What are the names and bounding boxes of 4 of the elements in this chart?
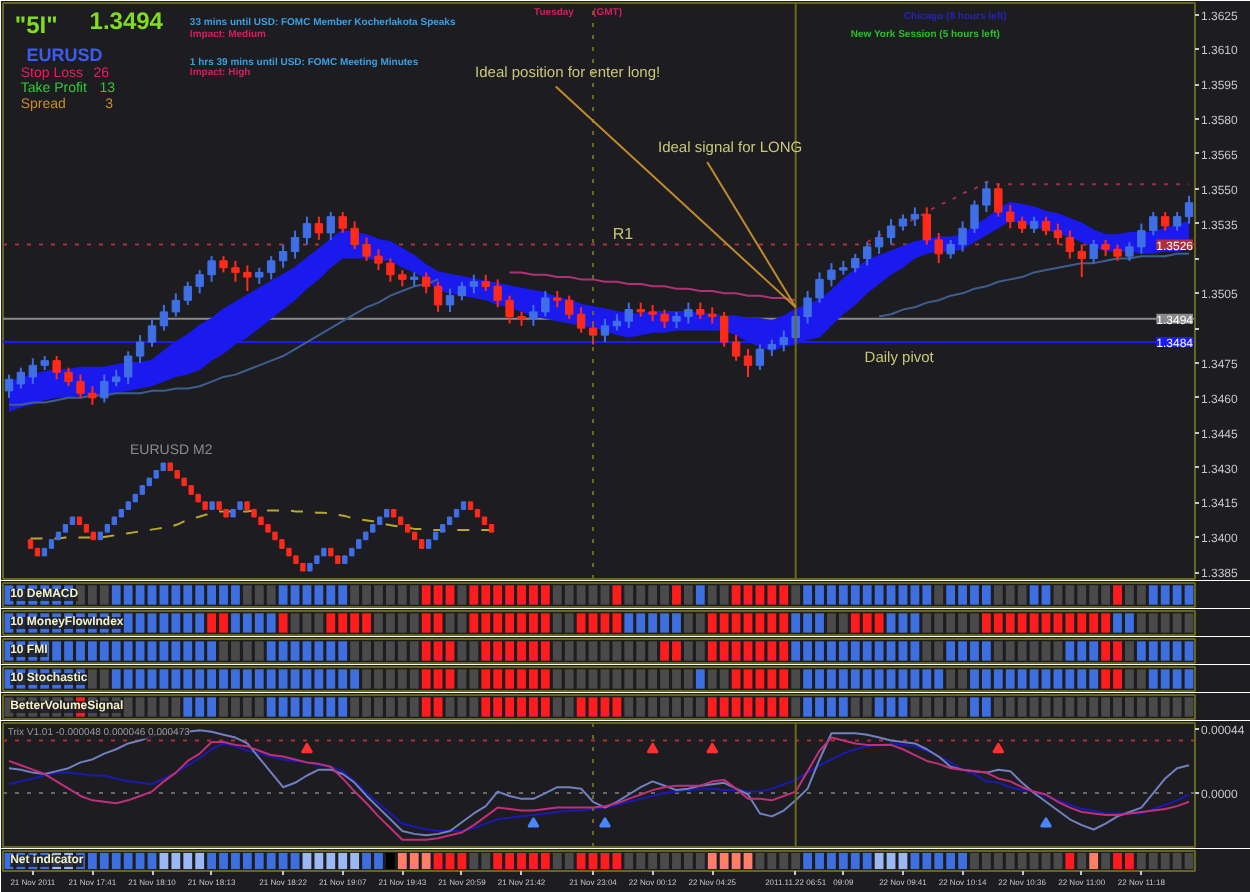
annotation: 1.3494 — [89, 6, 164, 35]
annotation: "5I" — [14, 10, 58, 39]
annotation: R1 — [612, 224, 635, 243]
annotation: EURUSD — [26, 44, 104, 65]
